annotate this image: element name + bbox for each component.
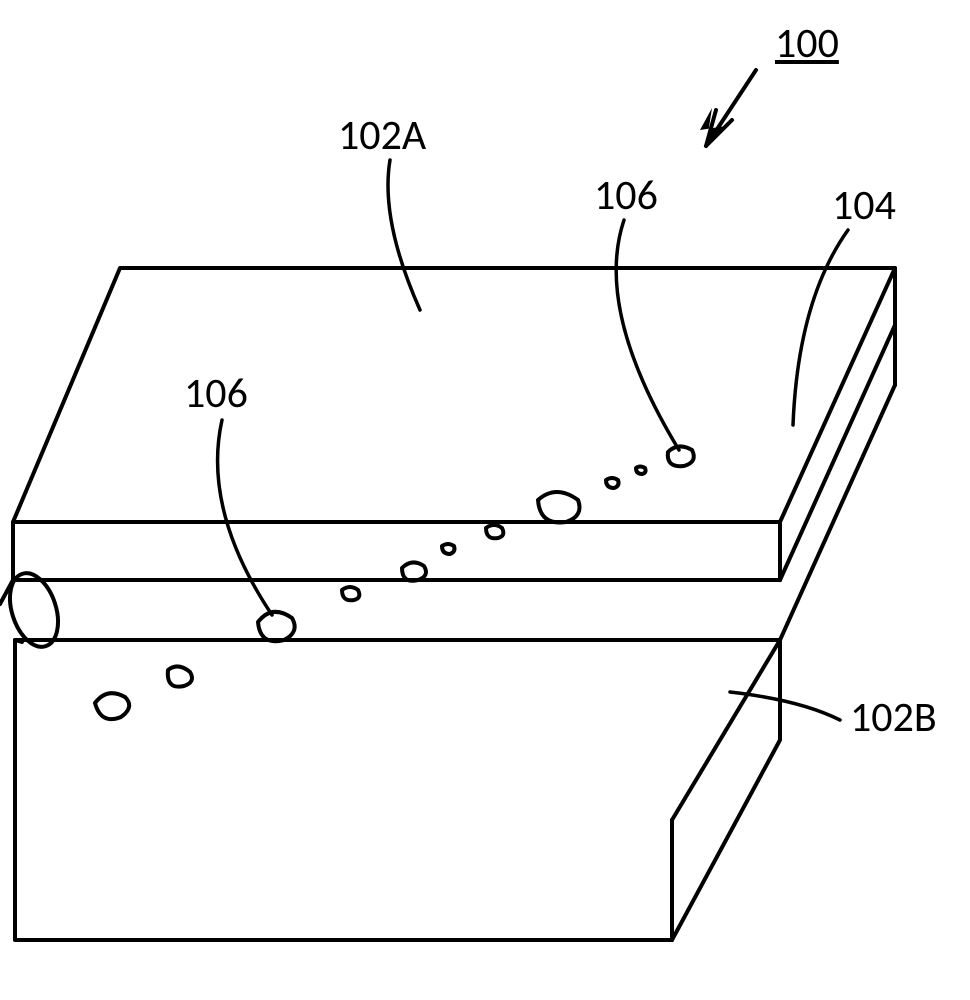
leader-106-left — [218, 420, 272, 615]
base-front-face — [15, 640, 672, 940]
leader-102A — [388, 160, 420, 310]
patent-figure — [0, 0, 970, 1000]
base-right-top-edge — [672, 640, 780, 820]
label-defect-left-106: 106 — [184, 368, 248, 419]
upper-slab-top-face — [13, 268, 895, 522]
label-weld-joint-104: 104 — [832, 180, 896, 231]
assembly-arrow — [700, 70, 756, 146]
left-end-connect-top — [15, 640, 22, 642]
base-top-back-edge — [780, 385, 895, 640]
weld-defects-group — [95, 446, 694, 719]
label-assembly-100: 100 — [775, 18, 839, 69]
defect-right-106-big — [538, 492, 580, 523]
defect-left-106 — [258, 612, 295, 641]
defect-right-106 — [668, 446, 694, 466]
leader-104 — [793, 230, 848, 425]
label-upper-plate-102A: 102A — [338, 110, 426, 161]
label-defect-right-106: 106 — [594, 170, 658, 221]
label-lower-plate-102B: 102B — [850, 692, 937, 743]
leader-106-right — [616, 220, 679, 450]
